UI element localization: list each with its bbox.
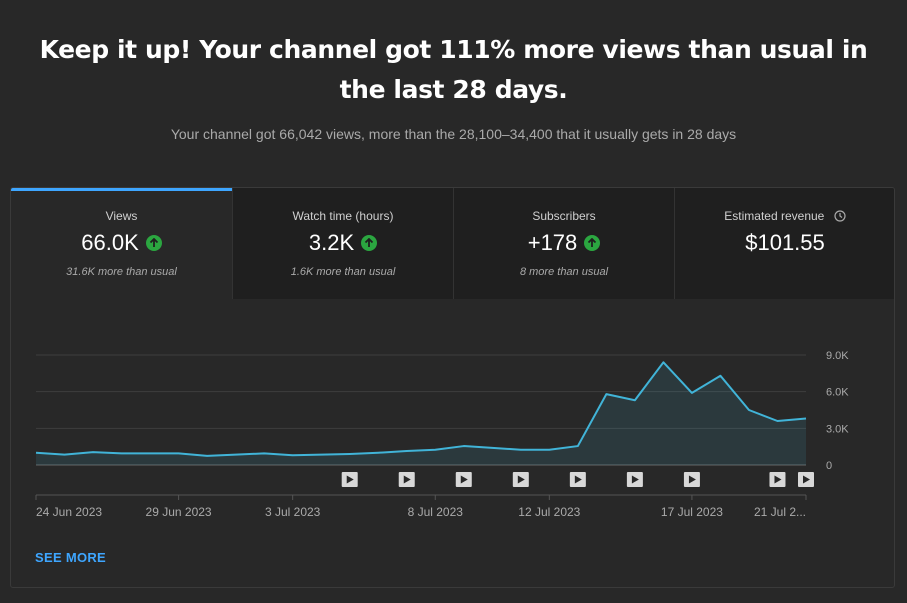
clock-icon [834, 210, 846, 225]
headline-line-1: Keep it up! Your channel got 111% more v… [39, 35, 868, 64]
x-tick-label: 21 Jul 2... [754, 505, 806, 519]
tab-subscribers[interactable]: Subscribers +178 8 more than usual [453, 188, 674, 299]
views-line [35, 361, 807, 457]
analytics-card: Views 66.0K 31.6K more than usual Watch … [10, 187, 895, 588]
x-tick-label: 29 Jun 2023 [146, 505, 212, 519]
tab-label: Watch time (hours) [292, 209, 394, 223]
play-icon [403, 475, 411, 484]
video-marker[interactable] [512, 472, 529, 487]
views-summary-text: Your channel got 66,042 views, more than… [170, 126, 737, 142]
headline: Keep it up! Your channel got 111% more v… [0, 30, 907, 110]
play-icon [803, 475, 810, 484]
y-tick-label: 6.0K [826, 387, 849, 399]
tab-value: 66.0K [81, 230, 139, 255]
video-marker[interactable] [569, 472, 586, 487]
metric-tabs: Views 66.0K 31.6K more than usual Watch … [11, 188, 894, 299]
y-tick-label: 3.0K [826, 423, 849, 435]
arrow-up-icon [145, 235, 162, 251]
tab-value: 3.2K [308, 230, 355, 255]
x-tick-label: 12 Jul 2023 [518, 505, 580, 519]
x-tick-label: 24 Jun 2023 [36, 505, 102, 519]
video-marker[interactable] [626, 472, 643, 487]
video-marker[interactable] [341, 472, 358, 487]
tab-note: 1.6K more than usual [290, 266, 396, 278]
tab-note: 8 more than usual [519, 266, 609, 278]
video-marker[interactable] [398, 472, 415, 487]
play-icon [346, 475, 354, 484]
arrow-up-icon [584, 235, 601, 251]
play-icon [688, 475, 696, 484]
views-area [36, 362, 806, 465]
tab-estimated-revenue[interactable]: Estimated revenue $101.55 [674, 188, 894, 299]
tab-label: Estimated revenue [724, 209, 825, 223]
play-icon [574, 475, 582, 484]
tab-views[interactable]: Views 66.0K 31.6K more than usual [11, 188, 232, 299]
headline-line-2: the last 28 days. [339, 75, 568, 104]
x-tick-label: 8 Jul 2023 [408, 505, 464, 519]
play-icon [631, 475, 639, 484]
video-marker[interactable] [798, 472, 814, 487]
arrow-up-icon [361, 235, 378, 251]
views-chart: 9.0K 6.0K 3.0K 0 24 Jun 2023 29 Jun 2023 3 Jul… [35, 350, 849, 519]
play-icon [460, 475, 468, 484]
y-tick-label: 9.0K [826, 350, 849, 362]
x-tick-label: 17 Jul 2023 [661, 505, 723, 519]
see-more-link[interactable]: SEE MORE [35, 550, 107, 565]
tab-label: Subscribers [532, 209, 596, 223]
video-marker[interactable] [455, 472, 472, 487]
video-marker[interactable] [683, 472, 700, 487]
tab-watch-time[interactable]: Watch time (hours) 3.2K 1.6K more than u… [232, 188, 453, 299]
tab-value: +178 [527, 230, 578, 255]
play-icon [774, 475, 782, 484]
tab-value: $101.55 [745, 230, 825, 255]
tab-label: Views [105, 209, 138, 223]
tab-note: 31.6K more than usual [66, 266, 177, 278]
video-marker[interactable] [769, 472, 786, 487]
y-tick-label: 0 [826, 460, 832, 472]
x-tick-label: 3 Jul 2023 [265, 505, 321, 519]
play-icon [517, 475, 525, 484]
